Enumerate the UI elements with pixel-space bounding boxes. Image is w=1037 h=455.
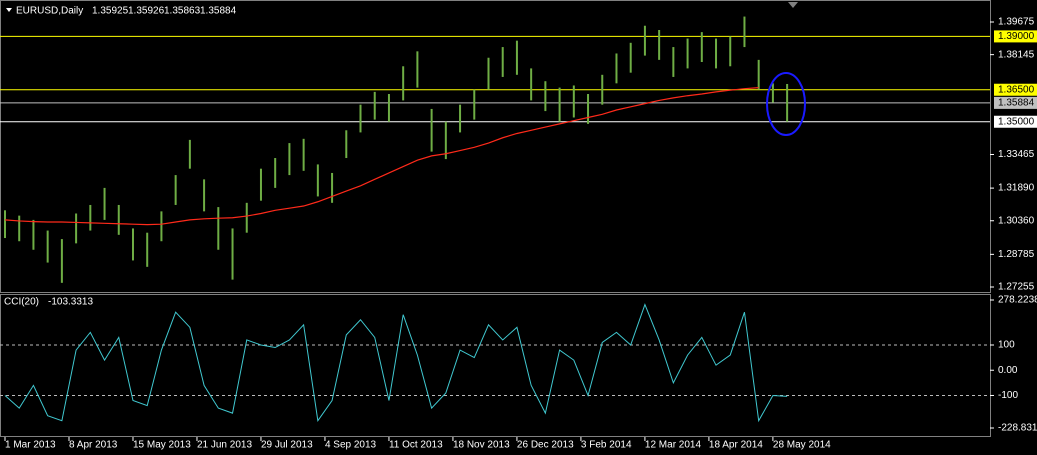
moving-average — [4, 87, 759, 226]
quote-value: 1.35863 — [164, 6, 201, 17]
level-label-bg — [994, 83, 1037, 96]
y-tick-label: 1.27255 — [998, 282, 1035, 293]
quote-value: 1.35884 — [200, 6, 237, 17]
shift-marker — [788, 2, 798, 8]
x-tick-label: 1 Mar 2013 — [5, 440, 56, 451]
y-tick-label: 1.38145 — [998, 49, 1035, 60]
x-tick-label: 12 Mar 2014 — [645, 440, 702, 451]
y-tick-label: 0.00 — [998, 365, 1018, 376]
level-label: 1.35884 — [998, 98, 1035, 109]
cci-title: CCI(20) — [4, 297, 39, 308]
y-tick-label: -100 — [998, 390, 1018, 401]
menu-arrow — [6, 8, 12, 12]
x-tick-label: 28 May 2014 — [773, 440, 831, 451]
x-tick-label: 15 May 2013 — [133, 440, 191, 451]
cci-last: -103.3313 — [48, 297, 93, 308]
x-tick-label: 4 Sep 2013 — [325, 440, 377, 451]
main-frame — [0, 0, 991, 293]
level-label-bg — [994, 30, 1037, 43]
level-label: 1.35000 — [998, 116, 1035, 127]
sub-frame — [0, 294, 991, 437]
x-tick-label: 21 Jun 2013 — [197, 440, 252, 451]
x-tick-label: 11 Oct 2013 — [389, 440, 443, 451]
y-tick-label: 100 — [998, 340, 1015, 351]
x-tick-label: 29 Jul 2013 — [261, 440, 313, 451]
x-tick-label: 8 Apr 2013 — [69, 440, 118, 451]
level-label: 1.36500 — [998, 84, 1035, 95]
y-tick-label: 1.39675 — [998, 17, 1035, 28]
level-label-bg — [994, 115, 1037, 128]
highlight-ellipse — [766, 72, 806, 136]
quote-value: 1.35926 — [128, 6, 165, 17]
level-label-bg — [994, 96, 1037, 109]
x-tick-label: 18 Apr 2014 — [709, 440, 763, 451]
y-tick-label: 278.2238 — [998, 295, 1037, 306]
y-tick-label: 1.33465 — [998, 149, 1035, 160]
x-tick-label: 26 Dec 2013 — [517, 440, 574, 451]
x-tick-label: 18 Nov 2013 — [453, 440, 510, 451]
quote-value: 1.35925 — [92, 6, 129, 17]
symbol-title: EURUSD,Daily — [16, 6, 83, 17]
y-tick-label: 1.30360 — [998, 215, 1035, 226]
x-tick-label: 3 Feb 2014 — [581, 440, 632, 451]
cci-line — [4, 303, 788, 423]
level-label: 1.39000 — [998, 31, 1035, 42]
y-tick-label: 1.28785 — [998, 249, 1035, 260]
y-tick-label: 1.31890 — [998, 183, 1035, 194]
